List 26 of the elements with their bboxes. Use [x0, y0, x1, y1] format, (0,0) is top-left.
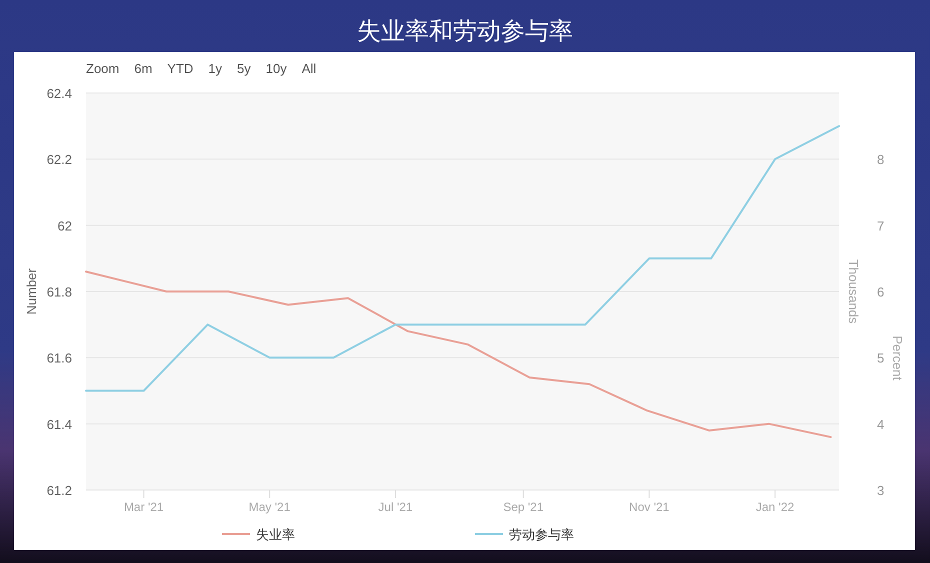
x-tick-label: Jan '22: [756, 500, 795, 514]
y-tick-label: 61.2: [46, 483, 72, 498]
y2-axis-title: Percent: [890, 336, 905, 381]
y-tick-label: 61.6: [46, 350, 72, 366]
y2-tick-label: 5: [877, 350, 884, 366]
x-tick-label: May '21: [248, 500, 291, 514]
y-tick-label: 61.4: [46, 416, 72, 432]
y2-tick-label: 8: [877, 152, 884, 168]
y-tick-label: 62.4: [46, 86, 72, 101]
title: 失业率和劳动参与率: [357, 18, 573, 45]
y-tick-label: 61.8: [46, 284, 72, 300]
annotations: Zoom 6m YTD 1y 5y 10y All: [86, 61, 316, 76]
y2-tick-label: 6: [877, 284, 884, 300]
y3-axis-title: Thousands: [846, 259, 861, 324]
y2-tick-label: 7: [877, 218, 884, 234]
x-tick-label: Jul '21: [378, 500, 413, 514]
y-tick-label: 62.2: [46, 152, 72, 168]
x-tick-label: Sep '21: [503, 500, 544, 514]
y-axis-title: Number: [24, 268, 39, 315]
x-tick-label: Nov '21: [629, 500, 670, 514]
legend-label: 失业率: [256, 527, 295, 542]
y2-tick-label: 3: [877, 483, 884, 498]
x-tick-label: Mar '21: [124, 500, 164, 514]
y2-tick-label: 4: [877, 416, 884, 432]
y-tick-label: 62: [58, 218, 72, 234]
legend-label: 劳动参与率: [509, 527, 574, 542]
